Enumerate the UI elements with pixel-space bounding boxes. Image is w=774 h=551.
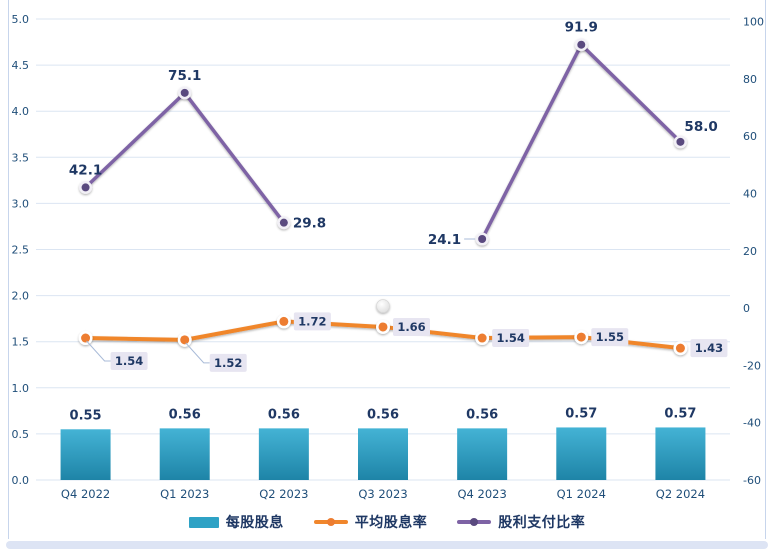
svg-text:58.0: 58.0: [684, 119, 717, 135]
svg-text:3.5: 3.5: [12, 151, 30, 164]
svg-text:1.72: 1.72: [298, 314, 326, 328]
svg-text:1.55: 1.55: [596, 330, 624, 344]
svg-text:-40: -40: [743, 417, 761, 430]
svg-text:60: 60: [743, 130, 757, 143]
svg-text:Q2 2023: Q2 2023: [259, 487, 308, 501]
legend-label-dividend-per-share: 每股股息: [225, 515, 284, 531]
svg-text:Q1 2023: Q1 2023: [160, 487, 209, 501]
bar-series: 0.55 0.56 0.56 0.56 0.56 0.57 0.57: [60, 406, 706, 480]
combo-chart: 0.00.51.01.52.02.53.03.54.04.55.0-60-40-…: [12, 13, 765, 501]
white-dot-icon: [376, 299, 390, 313]
svg-text:-20: -20: [743, 359, 761, 372]
svg-text:1.54: 1.54: [115, 354, 143, 368]
svg-text:4.5: 4.5: [12, 59, 30, 72]
svg-text:42.1: 42.1: [69, 162, 102, 178]
avg-yield-line-series: 1.54 1.52 1.72 1.66 1.54 1.55 1.43: [78, 312, 728, 372]
svg-text:0.56: 0.56: [169, 407, 201, 422]
svg-text:1.0: 1.0: [12, 382, 30, 395]
svg-text:0.56: 0.56: [268, 407, 300, 422]
svg-text:1.43: 1.43: [695, 341, 723, 355]
payout-ratio-line-series: 42.1 75.1 29.8 24.1 91.9 58.0: [69, 20, 718, 248]
right-axis-ticks: -60 -40 -20 0 20 40 60 80 100: [743, 16, 764, 488]
svg-text:4.0: 4.0: [12, 105, 30, 118]
svg-text:40: 40: [743, 187, 757, 200]
left-border: [8, 0, 9, 539]
svg-text:29.8: 29.8: [293, 216, 326, 232]
svg-text:1.54: 1.54: [496, 331, 524, 345]
svg-text:0.56: 0.56: [466, 407, 498, 422]
legend-item-dividend-per-share: 每股股息: [188, 512, 284, 532]
left-axis-ticks: 0.0 0.5 1.0 1.5 2.0 2.5 3.0 3.5 4.0 4.5 5.0: [12, 13, 30, 487]
svg-text:1.66: 1.66: [397, 320, 425, 334]
svg-text:Q4 2023: Q4 2023: [457, 487, 506, 501]
svg-text:24.1: 24.1: [428, 232, 461, 248]
legend-item-payout-ratio: 股利支付比率: [457, 512, 585, 532]
bar-swatch-icon: [188, 516, 219, 528]
svg-text:0.56: 0.56: [367, 407, 399, 422]
bottom-strip: [6, 541, 768, 549]
svg-text:2.0: 2.0: [12, 290, 30, 303]
svg-text:1.5: 1.5: [12, 336, 30, 349]
legend-label-avg-dividend-yield: 平均股息率: [354, 515, 428, 531]
x-axis-labels: Q4 2022 Q1 2023 Q2 2023 Q3 2023 Q4 2023 Q1 20…: [61, 487, 705, 501]
svg-text:0.57: 0.57: [565, 406, 597, 421]
svg-text:0: 0: [743, 302, 750, 315]
svg-text:3.0: 3.0: [12, 197, 30, 210]
line-dot-swatch-icon: [457, 518, 492, 526]
svg-text:5.0: 5.0: [12, 13, 30, 26]
gridlines: [36, 18, 730, 481]
svg-text:91.9: 91.9: [565, 20, 598, 36]
svg-text:Q4 2022: Q4 2022: [61, 487, 110, 501]
line-dot-swatch-icon: [313, 518, 348, 526]
legend: 每股股息 平均股息率 股利支付比率: [0, 507, 774, 537]
svg-text:80: 80: [743, 73, 757, 86]
svg-text:100: 100: [743, 16, 764, 29]
right-border: [765, 0, 766, 539]
svg-text:0.5: 0.5: [12, 428, 30, 441]
svg-text:Q2 2024: Q2 2024: [656, 487, 705, 501]
svg-text:0.55: 0.55: [70, 408, 102, 423]
svg-text:75.1: 75.1: [168, 68, 201, 84]
svg-text:1.52: 1.52: [214, 356, 242, 370]
svg-text:Q1 2024: Q1 2024: [557, 487, 606, 501]
svg-text:2.5: 2.5: [12, 244, 30, 257]
svg-text:-60: -60: [743, 474, 761, 487]
legend-label-payout-ratio: 股利支付比率: [498, 515, 586, 531]
svg-text:Q3 2023: Q3 2023: [358, 487, 407, 501]
svg-text:20: 20: [743, 245, 757, 258]
svg-text:0.0: 0.0: [12, 474, 30, 487]
legend-item-avg-dividend-yield: 平均股息率: [313, 512, 428, 532]
svg-text:0.57: 0.57: [664, 406, 696, 421]
